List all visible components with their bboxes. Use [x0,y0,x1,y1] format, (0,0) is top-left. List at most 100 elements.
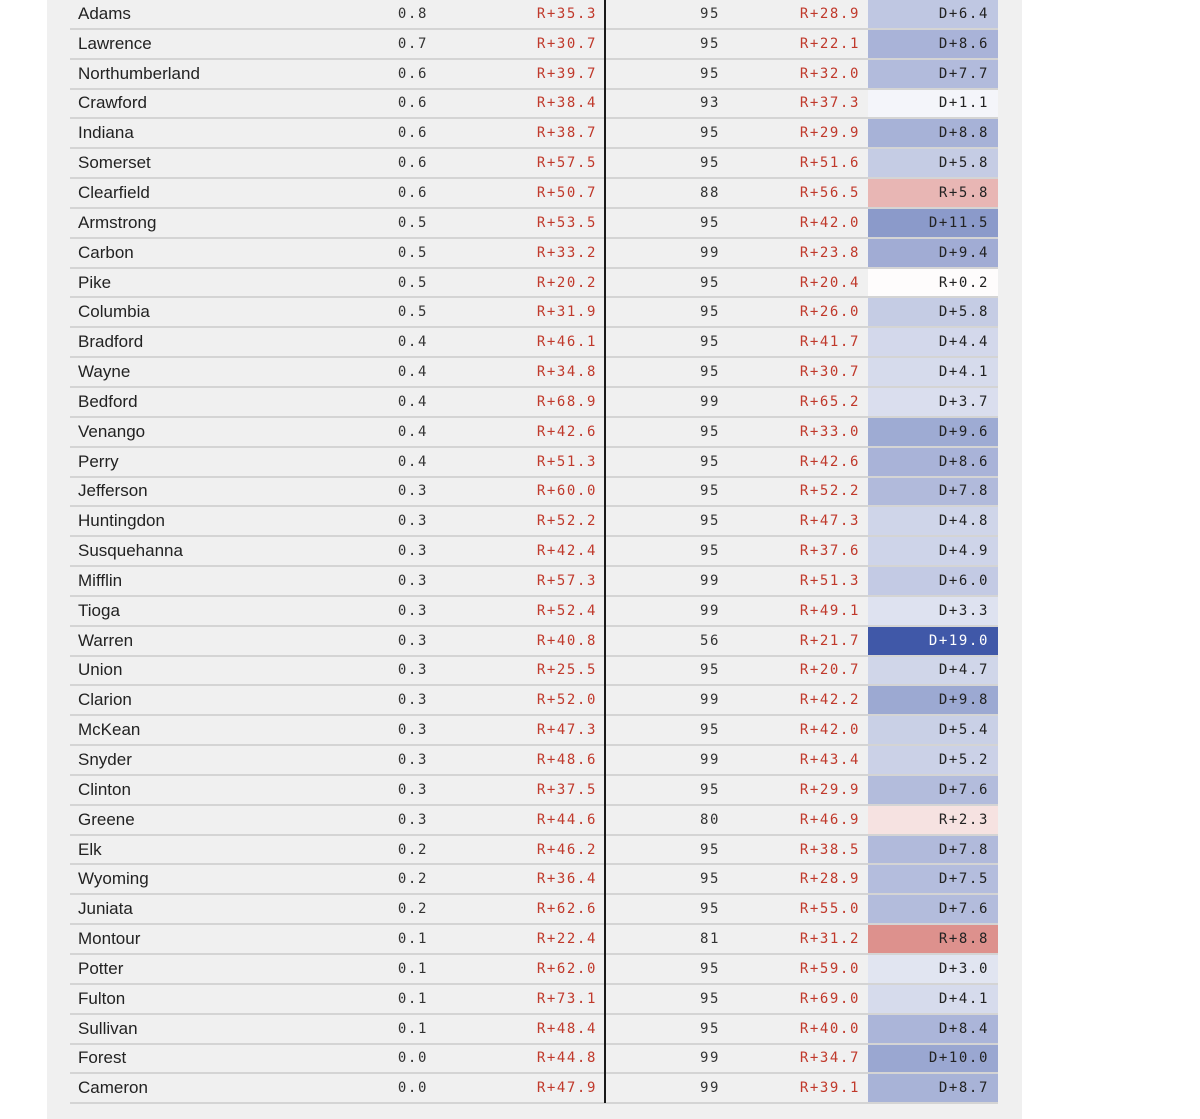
percent-reporting: 95 [699,871,720,888]
margin-shift: D+5.2 [868,746,998,774]
county-name: Perry [78,451,119,471]
margin-shift: D+3.0 [868,955,998,983]
vote-share: 0.3 [397,692,428,709]
county-name: Huntingdon [78,511,165,531]
percent-reporting: 99 [699,602,720,619]
margin-2016: R+44.8 [536,1050,597,1067]
table-row: Crawford 0.6 R+38.4 93 R+37.3 D+1.1 [70,89,998,120]
percent-reporting: 95 [699,513,720,530]
percent-reporting: 93 [699,95,720,112]
margin-shift: D+7.8 [868,477,998,506]
percent-reporting: 95 [699,334,720,351]
margin-2020: R+59.0 [799,960,860,977]
margin-shift: D+4.9 [868,537,998,566]
county-name: Venango [78,421,146,441]
vote-share: 0.5 [397,214,428,231]
percent-reporting: 99 [699,393,720,410]
county-name: Pike [78,272,112,292]
vote-share: 0.3 [397,513,428,530]
margin-2020: R+23.8 [799,244,860,261]
margin-2016: R+60.0 [536,483,597,500]
percent-reporting: 56 [699,632,720,649]
table-row: Snyder 0.3 R+48.6 99 R+43.4 D+5.2 [70,746,998,776]
margin-2020: R+33.0 [799,423,860,440]
percent-reporting: 81 [699,931,720,948]
vote-share: 0.4 [397,334,428,351]
vote-share: 0.6 [397,65,428,82]
table-row: Pike 0.5 R+20.2 95 R+20.4 R+0.2 [70,268,998,299]
vote-share: 0.5 [397,244,428,261]
percent-reporting: 95 [699,274,720,291]
table-row: Warren 0.3 R+40.8 56 R+21.7 D+19.0 [70,626,998,657]
vote-share: 0.5 [397,274,428,291]
margin-2020: R+37.3 [799,95,860,112]
vote-share: 0.6 [397,184,428,201]
margin-2016: R+38.4 [536,95,597,112]
vote-share: 0.3 [397,662,428,679]
margin-shift: D+4.7 [868,656,998,685]
margin-shift: R+5.8 [868,179,998,207]
table-row: McKean 0.3 R+47.3 95 R+42.0 D+5.4 [70,716,998,747]
table-row: Clinton 0.3 R+37.5 95 R+29.9 D+7.6 [70,775,998,806]
county-name: Warren [78,630,134,650]
margin-2016: R+20.2 [536,274,597,291]
table-row: Wyoming 0.2 R+36.4 95 R+28.9 D+7.5 [70,865,998,896]
margin-shift: D+9.8 [868,686,998,715]
county-name: Bedford [78,391,138,411]
percent-reporting: 95 [699,214,720,231]
margin-2020: R+30.7 [799,364,860,381]
table-row: Clarion 0.3 R+52.0 99 R+42.2 D+9.8 [70,686,998,717]
margin-2020: R+52.2 [799,483,860,500]
margin-2020: R+42.2 [799,692,860,709]
percent-reporting: 88 [699,184,720,201]
margin-shift: D+19.0 [868,626,998,655]
vote-share: 0.1 [397,990,428,1007]
margin-2020: R+47.3 [799,513,860,530]
percent-reporting: 95 [699,453,720,470]
county-name: Greene [78,809,135,829]
vote-share: 0.4 [397,364,428,381]
margin-2020: R+32.0 [799,65,860,82]
margin-shift: D+8.6 [868,29,998,58]
county-name: Montour [78,929,141,949]
table-row: Susquehanna 0.3 R+42.4 95 R+37.6 D+4.9 [70,537,998,568]
margin-shift: D+7.8 [868,835,998,864]
margin-shift: R+8.8 [868,925,998,953]
vote-share: 0.0 [397,1050,428,1067]
margin-2020: R+40.0 [799,1020,860,1037]
margin-shift: D+4.4 [868,328,998,357]
margin-2020: R+42.0 [799,214,860,231]
county-name: Armstrong [78,212,157,232]
percent-reporting: 95 [699,543,720,560]
margin-shift: R+2.3 [868,805,998,834]
table-row: Huntingdon 0.3 R+52.2 95 R+47.3 D+4.8 [70,507,998,538]
percent-reporting: 99 [699,244,720,261]
margin-2020: R+37.6 [799,543,860,560]
county-name: Wyoming [78,869,149,889]
percent-reporting: 99 [699,1050,720,1067]
county-name: Union [78,660,123,680]
table-row: Cameron 0.0 R+47.9 99 R+39.1 D+8.7 [70,1074,998,1105]
margin-2016: R+68.9 [536,393,597,410]
margin-shift: D+3.7 [868,387,998,416]
margin-2016: R+52.4 [536,602,597,619]
table-row: Greene 0.3 R+44.6 80 R+46.9 R+2.3 [70,805,998,836]
vote-share: 0.3 [397,572,428,589]
margin-2016: R+33.2 [536,244,597,261]
table-row: Forest 0.0 R+44.8 99 R+34.7 D+10.0 [70,1044,998,1075]
margin-2016: R+73.1 [536,990,597,1007]
table-row: Elk 0.2 R+46.2 95 R+38.5 D+7.8 [70,835,998,866]
table-row: Potter 0.1 R+62.0 95 R+59.0 D+3.0 [70,955,998,985]
county-name: Northumberland [78,63,200,83]
county-name: Juniata [78,899,133,919]
margin-2016: R+50.7 [536,184,597,201]
county-name: Elk [78,839,102,859]
margin-2020: R+51.6 [799,155,860,172]
table-row: Mifflin 0.3 R+57.3 99 R+51.3 D+6.0 [70,567,998,597]
margin-shift: D+4.1 [868,984,998,1013]
percent-reporting: 95 [699,35,720,52]
county-name: Indiana [78,123,134,143]
margin-2016: R+62.6 [536,901,597,918]
vote-share: 0.3 [397,811,428,828]
margin-2016: R+52.0 [536,692,597,709]
